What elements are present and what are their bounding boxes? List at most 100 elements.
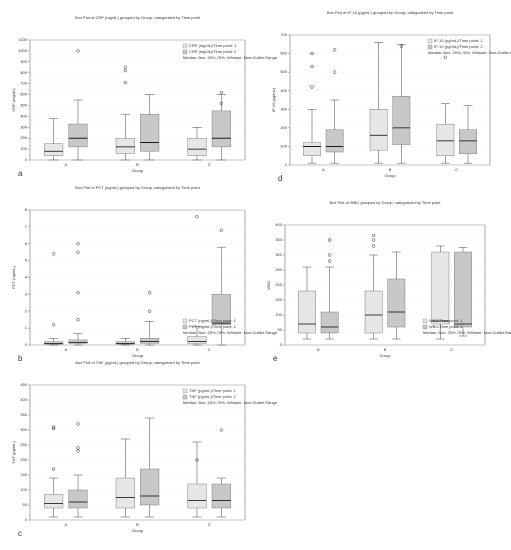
y-tick-label: 4: [25, 275, 28, 280]
y-tick-label: 200: [20, 135, 27, 140]
outlier: [52, 425, 56, 429]
box: [325, 129, 344, 153]
box: [431, 251, 450, 325]
x-tick-label: B: [136, 347, 139, 352]
chart-title: Box Plot of IP-10 (pg/mL) grouped by Gro…: [327, 10, 454, 15]
chart-title: Box Plot of WBC grouped by Group; catego…: [330, 200, 442, 205]
outlier: [123, 65, 127, 69]
y-tick-label: 8: [25, 207, 28, 212]
y-tick-label: 600: [280, 51, 287, 56]
legend-label: CRP (mg/dL)/Time point: 2: [189, 49, 237, 54]
panel-letter: d: [278, 174, 282, 183]
y-tick-label: 300: [280, 106, 287, 111]
x-tick-label: C: [208, 522, 211, 527]
panel-letter: b: [18, 354, 23, 363]
box: [140, 468, 160, 506]
panel-letter: a: [18, 169, 23, 178]
legend-swatch: [182, 49, 188, 55]
box: [392, 96, 411, 145]
legend-swatch: [427, 44, 433, 50]
y-axis-label: WBC: [266, 280, 271, 289]
y-tick-label: 0: [25, 157, 28, 162]
x-axis-label: Group: [132, 168, 144, 173]
chart-title: Box Plot of CRP (mg/dL) grouped by Group…: [75, 15, 201, 20]
y-tick-label: 400: [20, 397, 27, 402]
chart-title: Box Plot of TNF (pg/mL) grouped by Group…: [75, 360, 200, 365]
legend-label: IP-10 (pg/mL)/Time point: 2: [434, 44, 483, 49]
box: [303, 142, 321, 156]
y-tick-label: 250: [20, 442, 27, 447]
x-axis-label: Group: [132, 353, 144, 358]
y-tick-label: 700: [20, 81, 27, 86]
chart-title: Box Plot of PCT (ng/mL) grouped by Group…: [75, 185, 200, 190]
box: [211, 110, 231, 148]
outlier: [333, 70, 337, 74]
outlier: [76, 422, 80, 426]
outlier: [148, 291, 152, 295]
y-tick-label: 200: [275, 282, 282, 287]
outlier: [76, 318, 80, 322]
outlier: [328, 253, 332, 257]
outlier: [219, 228, 224, 232]
box: [44, 341, 64, 345]
legend-note: Median; Box: 25%-75%; Whisker: Non-Outli…: [183, 400, 278, 405]
legend-swatch: [422, 318, 428, 324]
y-tick-label: 200: [20, 457, 27, 462]
legend-swatch: [182, 388, 188, 394]
box: [211, 294, 231, 325]
outlier: [52, 252, 56, 256]
x-tick-label: C: [450, 347, 453, 352]
outlier: [76, 49, 80, 53]
y-axis-label: TNF (pg/mL): [11, 441, 16, 464]
x-tick-label: A: [64, 162, 67, 167]
x-axis-label: Group: [132, 528, 144, 533]
outlier: [310, 51, 314, 56]
y-tick-label: 1000: [18, 48, 28, 53]
y-tick-label: 2: [25, 308, 28, 313]
box: [140, 113, 160, 152]
box: [454, 251, 472, 328]
x-axis-label: Group: [384, 173, 396, 178]
x-axis-label: Group: [379, 353, 391, 358]
y-tick-label: 50: [23, 502, 28, 507]
box: [211, 483, 231, 509]
outlier: [76, 250, 80, 254]
outlier: [219, 428, 224, 432]
legend-note: Median; Box: 25%-75%; Whisker: Non-Outli…: [423, 330, 511, 335]
outlier: [123, 68, 127, 73]
y-tick-label: 150: [275, 297, 282, 302]
legend-label: TNF (pg/mL)/Time point: 1: [189, 388, 237, 393]
legend-label: IP-10 (pg/mL)/Time point: 1: [434, 38, 483, 43]
x-tick-label: A: [64, 347, 67, 352]
y-tick-label: 3: [25, 291, 28, 296]
y-tick-label: 500: [280, 69, 287, 74]
box: [187, 483, 207, 509]
y-tick-label: 200: [280, 125, 287, 130]
box: [44, 143, 64, 156]
x-tick-label: C: [208, 162, 211, 167]
y-tick-label: 450: [20, 382, 27, 387]
box: [44, 494, 64, 509]
box: [68, 489, 88, 509]
outlier: [76, 242, 80, 246]
box: [115, 477, 135, 509]
y-axis-label: IP-10 (pg/mL): [271, 87, 276, 112]
y-tick-label: 50: [278, 327, 283, 332]
panel-letter: e: [273, 354, 278, 363]
x-tick-label: C: [455, 167, 458, 172]
y-tick-label: 900: [20, 59, 27, 64]
y-tick-label: 400: [280, 88, 287, 93]
y-tick-label: 300: [20, 427, 27, 432]
y-tick-label: 100: [20, 487, 27, 492]
outlier: [148, 309, 152, 313]
legend-swatch: [422, 324, 428, 330]
outlier: [328, 259, 332, 263]
x-tick-label: A: [317, 347, 320, 352]
legend-swatch: [427, 38, 433, 44]
legend-label: WBC/Time point: 1: [429, 318, 463, 323]
box: [187, 336, 207, 344]
outlier: [443, 55, 447, 59]
y-tick-label: 700: [280, 32, 287, 37]
legend-label: CRP (mg/dL)/Time point: 1: [189, 43, 237, 48]
